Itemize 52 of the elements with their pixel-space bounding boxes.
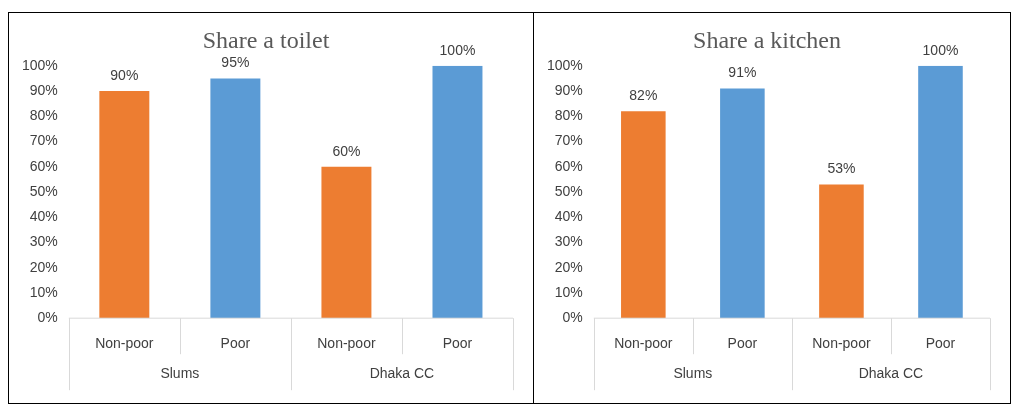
data-label: 60% xyxy=(332,142,361,159)
y-tick-label: 90% xyxy=(554,81,583,98)
x-tick-label: Non-poor xyxy=(614,335,673,352)
y-tick-label: 20% xyxy=(29,258,58,275)
x-tick-label: Poor xyxy=(220,335,251,352)
bar xyxy=(432,65,483,319)
y-tick-label: 40% xyxy=(29,208,58,225)
data-label: 91% xyxy=(728,64,757,81)
bar xyxy=(621,111,666,319)
bar xyxy=(321,166,372,319)
x-tick-label: Poor xyxy=(925,335,956,352)
y-tick-label: 70% xyxy=(29,132,58,149)
y-tick-label: 90% xyxy=(29,81,58,98)
y-tick-label: 20% xyxy=(554,258,583,275)
y-tick-label: 100% xyxy=(21,56,58,73)
y-tick-label: 70% xyxy=(554,132,583,149)
y-tick-label: 30% xyxy=(29,233,58,250)
chart-title: Share a toilet xyxy=(202,26,330,53)
x-tick-label: Poor xyxy=(442,335,473,352)
x-tick-label: Non-poor xyxy=(95,335,154,352)
bar xyxy=(819,184,864,319)
y-tick-label: 60% xyxy=(29,157,58,174)
data-label: 82% xyxy=(629,87,658,104)
y-tick-label: 80% xyxy=(29,107,58,124)
y-tick-label: 100% xyxy=(546,56,583,73)
bar xyxy=(720,88,765,319)
x-tick-label: Poor xyxy=(727,335,758,352)
data-label: 95% xyxy=(221,54,250,71)
text: Slums xyxy=(160,365,200,382)
y-tick-label: 50% xyxy=(29,182,58,199)
x-tick-label: Non-poor xyxy=(812,335,871,352)
y-tick-label: 10% xyxy=(554,283,583,300)
x-tick-label: Non-poor xyxy=(317,335,376,352)
text: Dhaka CC xyxy=(858,365,924,382)
y-tick-label: 40% xyxy=(554,208,583,225)
y-tick-label: 0% xyxy=(562,309,583,326)
data-label: 100% xyxy=(922,41,959,58)
text: Slums xyxy=(673,365,713,382)
data-label: 53% xyxy=(827,160,856,177)
bar xyxy=(210,78,261,319)
y-tick-label: 60% xyxy=(554,157,583,174)
bar xyxy=(99,91,150,319)
data-label: 90% xyxy=(110,66,139,83)
chart-title: Share a kitchen xyxy=(693,26,841,53)
bar xyxy=(918,65,963,319)
y-tick-label: 80% xyxy=(554,107,583,124)
y-tick-label: 0% xyxy=(37,309,58,326)
y-tick-label: 10% xyxy=(29,283,58,300)
y-tick-label: 50% xyxy=(554,182,583,199)
text: Dhaka CC xyxy=(369,365,435,382)
data-label: 100% xyxy=(439,41,476,58)
y-tick-label: 30% xyxy=(554,233,583,250)
